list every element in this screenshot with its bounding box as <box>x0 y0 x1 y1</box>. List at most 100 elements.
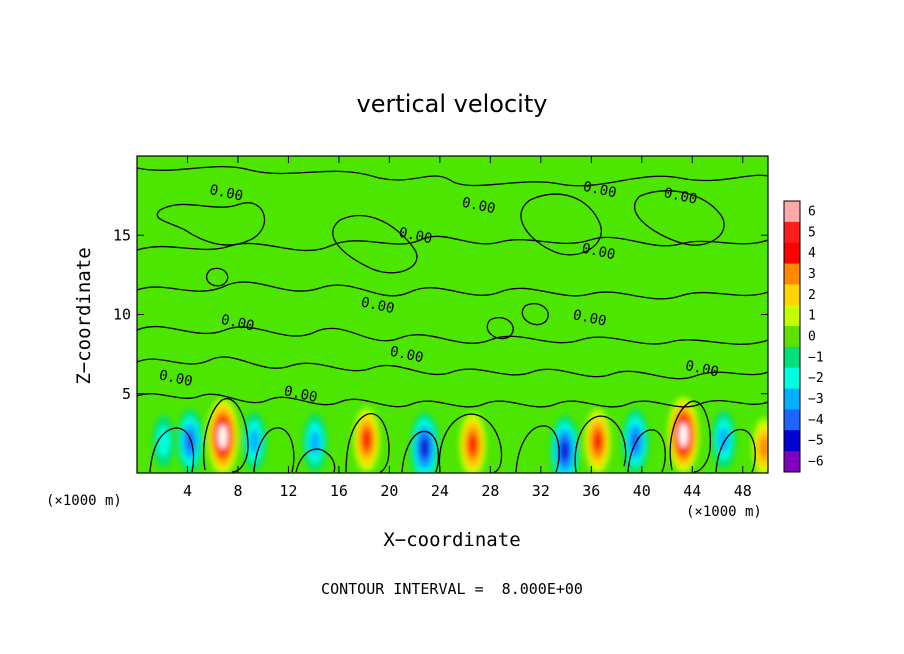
contour-line <box>669 400 711 473</box>
colorbar-swatch <box>784 409 800 431</box>
y-tick-label: 10 <box>113 306 131 324</box>
contour-label: 0.00 <box>219 312 255 335</box>
contour-label: 0.00 <box>684 358 720 381</box>
colorbar-tick-label: 1 <box>808 309 816 324</box>
colorbar-tick-label: −2 <box>808 371 824 386</box>
contour-line <box>295 448 336 473</box>
updraft-core <box>759 435 768 461</box>
x-tick-label: 36 <box>582 482 600 500</box>
contour-line <box>137 165 768 187</box>
x-tick-label: 16 <box>330 482 348 500</box>
colorbar-swatch <box>784 326 800 348</box>
velocity-field <box>152 396 768 473</box>
colorbar-tick-label: −5 <box>808 434 824 449</box>
contour-line <box>203 397 249 473</box>
contour-line <box>715 428 756 473</box>
contour-line <box>137 235 768 252</box>
x-unit-right-label: (×1000 m) <box>686 504 762 520</box>
x-tick-label: 4 <box>183 482 192 500</box>
contour-line <box>345 413 390 473</box>
y-axis-ticks: 5 10 15 <box>113 226 768 403</box>
downdraft-core <box>420 438 429 458</box>
x-tick-label: 24 <box>431 482 449 500</box>
colorbar-swatch <box>784 388 800 410</box>
background-field <box>137 156 768 473</box>
contour-line <box>253 427 295 473</box>
x-tick-label: 40 <box>633 482 651 500</box>
x-axis-ticks: 4 8 12 16 20 24 28 32 36 40 44 48 <box>183 156 752 500</box>
colorbar-tick-label: 2 <box>808 288 816 303</box>
colorbar-tick-label: 3 <box>808 267 816 282</box>
contour-labels: 0.00 0.00 0.00 0.00 0.00 0.00 0.00 0.00 0.00 0.00… <box>158 179 721 406</box>
colorbar-tick-label: 5 <box>808 225 816 240</box>
contour-label: 0.00 <box>662 185 698 208</box>
contour-line <box>438 413 503 473</box>
colorbar-tick-label: −4 <box>808 413 824 428</box>
contour-label: 0.00 <box>359 295 395 318</box>
x-axis-label: X−coordinate <box>383 529 520 551</box>
contour-line <box>137 281 768 300</box>
contour-label: 0.00 <box>397 225 433 248</box>
updraft-core <box>362 429 372 451</box>
colorbar-tick-label: 4 <box>808 246 816 261</box>
x-tick-label: 32 <box>532 482 550 500</box>
contour-line <box>486 317 514 340</box>
zero-contours <box>137 165 768 473</box>
contour-label: 0.00 <box>158 367 194 390</box>
colorbar-tick-label: 0 <box>808 330 816 345</box>
colorbar-swatch <box>784 201 800 223</box>
colorbar-tick-label: 6 <box>808 204 816 219</box>
x-tick-label: 28 <box>481 482 499 500</box>
downdraft-core <box>249 428 260 454</box>
updraft-peak <box>218 424 228 449</box>
chart-title: vertical velocity <box>357 90 548 118</box>
contour-line <box>137 393 768 408</box>
contour-line <box>521 303 549 326</box>
colorbar-swatch <box>784 367 800 390</box>
colorbar-swatch <box>784 451 800 473</box>
colorbar-swatch <box>784 284 800 306</box>
downdraft-core <box>157 425 170 457</box>
x-unit-left-label: (×1000 m) <box>46 493 122 509</box>
contour-interval-note: CONTOUR INTERVAL = 8.000E+00 <box>321 580 583 598</box>
colorbar-tick-labels: 6 5 4 3 2 1 0 −1 −2 −3 −4 −5 −6 <box>808 204 824 469</box>
x-tick-label: 44 <box>683 482 701 500</box>
contour-line <box>149 427 195 473</box>
colorbar <box>784 201 800 473</box>
contour-line <box>401 430 440 473</box>
colorbar-swatch <box>784 430 800 452</box>
downdraft-core <box>309 430 321 456</box>
colorbar-swatch <box>784 346 800 369</box>
colorbar-tick-label: −1 <box>808 350 824 365</box>
x-tick-label: 48 <box>734 482 752 500</box>
colorbar-swatch <box>784 263 800 285</box>
contour-label: 0.00 <box>208 182 244 205</box>
contour-line <box>520 193 603 256</box>
contour-line <box>205 267 229 287</box>
contour-label: 0.00 <box>571 307 607 330</box>
contour-label: 0.00 <box>282 383 318 406</box>
contour-line <box>156 202 266 246</box>
contour-plot-area: 0.00 0.00 0.00 0.00 0.00 0.00 0.00 0.00 0.00 0.00… <box>137 156 768 473</box>
colorbar-tick-label: −6 <box>808 455 824 470</box>
updraft-core <box>468 433 478 456</box>
contour-line <box>332 214 418 274</box>
colorbar-tick-label: −3 <box>808 392 824 407</box>
contour-label: 0.00 <box>580 241 616 264</box>
contour-line <box>137 325 768 345</box>
downdraft-core <box>560 441 569 461</box>
contour-line <box>627 429 666 473</box>
colorbar-swatch <box>784 221 800 244</box>
y-axis-label: Z−coordinate <box>73 247 95 384</box>
updraft-core <box>593 430 603 452</box>
x-tick-label: 20 <box>380 482 398 500</box>
contour-line <box>137 356 768 380</box>
colorbar-swatch <box>784 305 800 327</box>
y-tick-label: 15 <box>113 226 131 244</box>
contour-line <box>515 425 560 473</box>
y-tick-label: 5 <box>122 385 131 403</box>
updraft-peak <box>679 422 688 448</box>
contour-label: 0.00 <box>460 195 496 218</box>
contour-label: 0.00 <box>388 344 424 367</box>
